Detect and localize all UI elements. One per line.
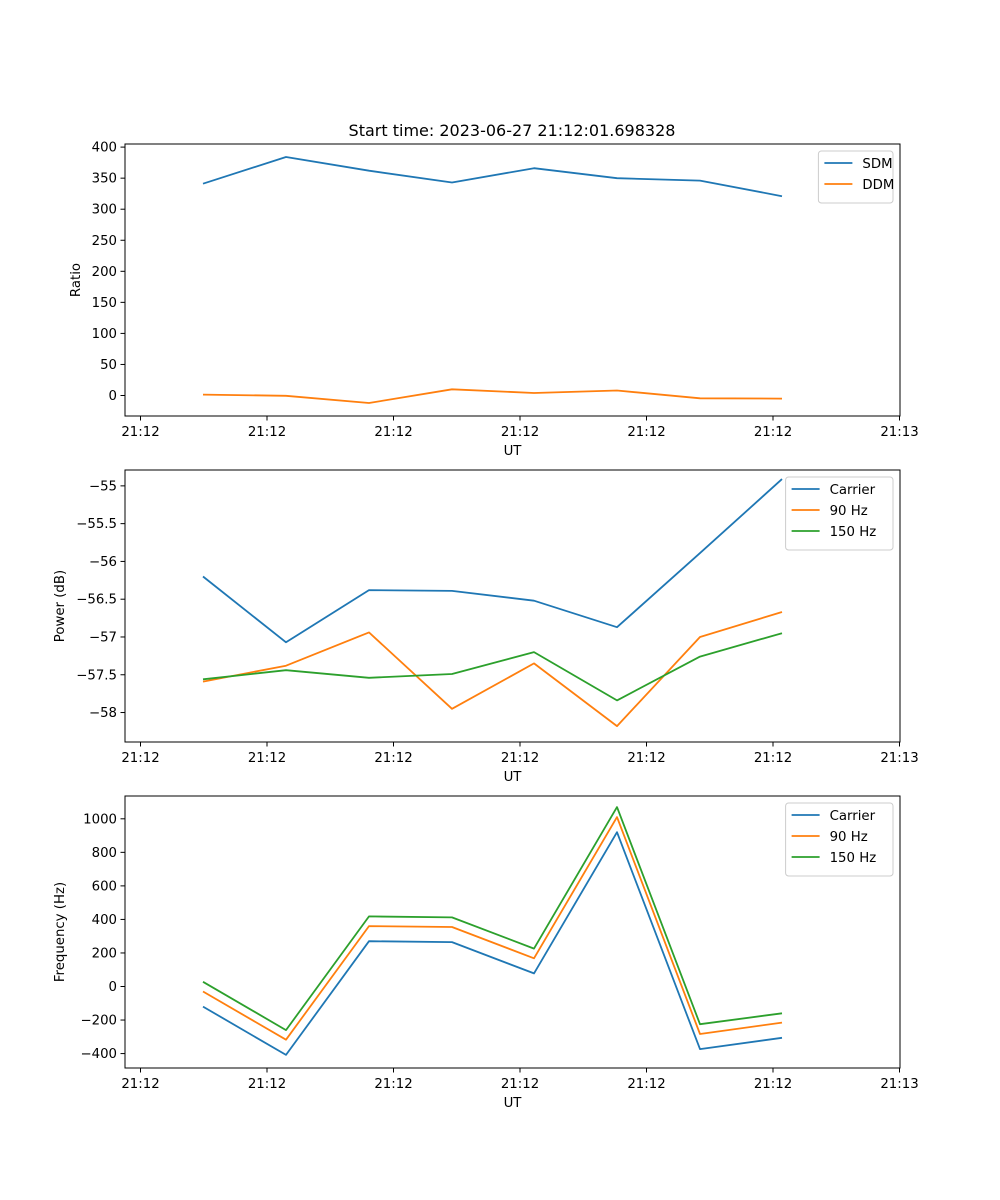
series-line-90-hz xyxy=(202,816,783,1041)
x-axis-label: UT xyxy=(504,770,523,785)
series-line-150-hz xyxy=(202,632,783,702)
x-axis-label: UT xyxy=(504,444,523,459)
y-tick-label: −58 xyxy=(89,706,117,721)
x-tick-label: 21:12 xyxy=(754,751,792,766)
chart-panel-1: 21:12 21:12 21:12 21:12 21:12 21:12 21:13 0 50 10… xyxy=(69,141,919,459)
x-tick-label: 21:12 xyxy=(248,751,286,766)
x-tick-label: 21:12 xyxy=(754,1077,792,1092)
x-tick-label: 21:12 xyxy=(121,1077,159,1092)
y-axis-label: Frequency (Hz) xyxy=(53,882,68,982)
legend-label: 90 Hz xyxy=(830,830,868,845)
y-tick-label: −57 xyxy=(89,630,117,645)
y-tick-label: −56.5 xyxy=(76,593,117,608)
axes-frame xyxy=(124,795,901,1069)
y-tick-label: 400 xyxy=(92,913,117,928)
y-tick-label: 100 xyxy=(92,327,117,342)
chart-panel-3: 21:12 21:12 21:12 21:12 21:12 21:12 21:13 −400 −… xyxy=(53,795,919,1111)
x-tick-label: 21:12 xyxy=(754,425,792,440)
axes-frame xyxy=(124,469,901,743)
y-tick-label: −56 xyxy=(89,555,117,570)
x-tick-label: 21:12 xyxy=(501,1077,539,1092)
series-line-carrier xyxy=(202,478,783,644)
y-tick-label: 800 xyxy=(92,846,117,861)
y-tick-label: −57.5 xyxy=(76,668,117,683)
y-tick-label: 50 xyxy=(100,358,117,373)
y-tick-label: 200 xyxy=(92,265,117,280)
x-tick-label: 21:12 xyxy=(374,1077,412,1092)
legend-box xyxy=(817,150,894,204)
x-tick-label: 21:12 xyxy=(627,751,665,766)
x-tick-label: 21:12 xyxy=(248,425,286,440)
legend: Carrier 90 Hz 150 Hz xyxy=(785,476,894,551)
legend-label: 150 Hz xyxy=(830,525,877,540)
y-tick-label: −55.5 xyxy=(76,517,117,532)
series-line-ddm xyxy=(202,388,783,404)
x-tick-label: 21:13 xyxy=(880,425,918,440)
x-tick-label: 21:12 xyxy=(374,425,412,440)
series-line-sdm xyxy=(202,156,783,198)
legend-label: Carrier xyxy=(830,809,876,824)
y-tick-label: −200 xyxy=(80,1014,117,1029)
x-tick-label: 21:12 xyxy=(248,1077,286,1092)
x-axis-label: UT xyxy=(504,1096,523,1111)
legend-label: SDM xyxy=(862,157,892,172)
series-line-90-hz xyxy=(202,611,783,727)
axes-frame xyxy=(124,143,901,417)
y-axis-label: Power (dB) xyxy=(53,570,68,642)
y-tick-label: −55 xyxy=(89,479,117,494)
y-tick-label: 350 xyxy=(92,172,117,187)
figure-title: Start time: 2023-06-27 21:12:01.698328 xyxy=(349,121,676,140)
x-tick-label: 21:12 xyxy=(627,1077,665,1092)
chart-panel-2: 21:12 21:12 21:12 21:12 21:12 21:12 21:13 −55 −5… xyxy=(53,469,919,785)
x-tick-label: 21:12 xyxy=(121,425,159,440)
y-tick-label: 0 xyxy=(109,389,117,404)
y-tick-label: 300 xyxy=(92,203,117,218)
x-tick-label: 21:12 xyxy=(501,425,539,440)
legend-label: DDM xyxy=(862,178,894,193)
y-tick-label: −400 xyxy=(80,1047,117,1062)
y-tick-label: 1000 xyxy=(83,812,117,827)
y-axis-label: Ratio xyxy=(69,263,84,297)
axes-root: 21:12 21:12 21:12 21:12 21:12 21:12 21:13 0 50 10… xyxy=(53,141,919,1111)
y-tick-label: 200 xyxy=(92,946,117,961)
legend-label: 90 Hz xyxy=(830,504,868,519)
legend-label: 150 Hz xyxy=(830,851,877,866)
y-tick-label: 400 xyxy=(92,141,117,156)
legend-label: Carrier xyxy=(830,483,876,498)
x-tick-label: 21:12 xyxy=(374,751,412,766)
y-tick-label: 150 xyxy=(92,296,117,311)
x-tick-label: 21:13 xyxy=(880,1077,918,1092)
series-line-150-hz xyxy=(202,806,783,1031)
x-tick-label: 21:13 xyxy=(880,751,918,766)
x-tick-label: 21:12 xyxy=(121,751,159,766)
x-tick-label: 21:12 xyxy=(501,751,539,766)
legend: SDM DDM xyxy=(817,150,894,204)
series-line-carrier xyxy=(202,831,783,1056)
x-tick-label: 21:12 xyxy=(627,425,665,440)
y-tick-label: 600 xyxy=(92,879,117,894)
legend: Carrier 90 Hz 150 Hz xyxy=(785,802,894,877)
y-tick-label: 0 xyxy=(109,980,117,995)
y-tick-label: 250 xyxy=(92,234,117,249)
